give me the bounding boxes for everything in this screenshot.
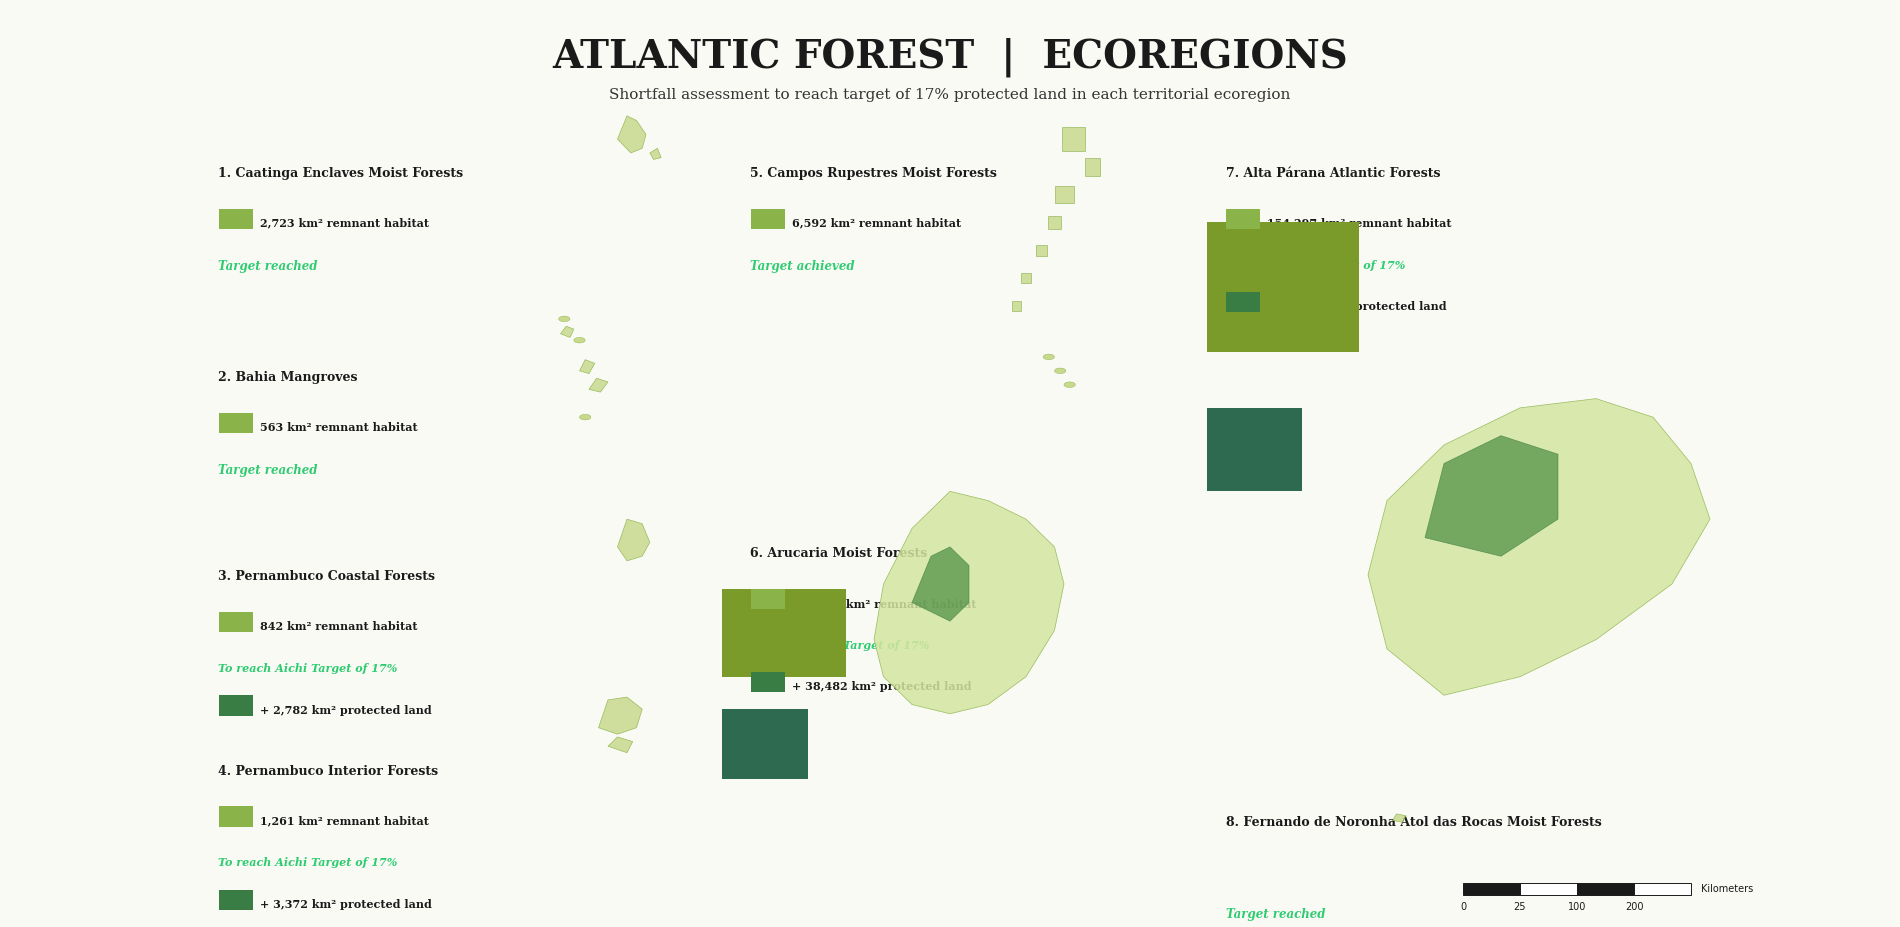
Polygon shape <box>650 148 661 159</box>
Text: To reach Aichi Target of 17%: To reach Aichi Target of 17% <box>218 663 397 674</box>
Polygon shape <box>1393 814 1406 822</box>
FancyBboxPatch shape <box>218 695 253 716</box>
Text: 7. Alta Párana Atlantic Forests: 7. Alta Párana Atlantic Forests <box>1226 167 1440 180</box>
Text: To reach Aichi Target of 17%: To reach Aichi Target of 17% <box>750 640 929 651</box>
FancyBboxPatch shape <box>750 589 785 609</box>
Circle shape <box>559 316 570 322</box>
Polygon shape <box>874 491 1064 714</box>
Polygon shape <box>1036 245 1047 256</box>
FancyBboxPatch shape <box>218 612 253 632</box>
Polygon shape <box>1022 273 1030 283</box>
FancyBboxPatch shape <box>1206 222 1358 352</box>
FancyBboxPatch shape <box>1226 292 1260 312</box>
Text: + 3,372 km² protected land: + 3,372 km² protected land <box>260 899 431 910</box>
Text: 128,274 km² remnant habitat: 128,274 km² remnant habitat <box>792 598 977 609</box>
FancyBboxPatch shape <box>218 890 253 910</box>
FancyBboxPatch shape <box>1463 883 1520 895</box>
Text: 25: 25 <box>1514 902 1526 912</box>
Text: 4. Pernambuco Interior Forests: 4. Pernambuco Interior Forests <box>218 765 439 778</box>
Text: 6,592 km² remnant habitat: 6,592 km² remnant habitat <box>792 218 961 229</box>
Polygon shape <box>580 360 595 374</box>
Polygon shape <box>1054 186 1073 203</box>
Polygon shape <box>912 547 969 621</box>
FancyBboxPatch shape <box>1520 883 1577 895</box>
FancyBboxPatch shape <box>722 589 846 677</box>
Text: + 38,482 km² protected land: + 38,482 km² protected land <box>792 681 973 692</box>
Polygon shape <box>1013 301 1022 311</box>
Polygon shape <box>608 737 633 753</box>
Polygon shape <box>1062 128 1085 150</box>
Text: Target reached: Target reached <box>218 464 317 476</box>
Polygon shape <box>589 378 608 392</box>
Text: 842 km² remnant habitat: 842 km² remnant habitat <box>260 621 418 632</box>
Circle shape <box>580 414 591 420</box>
Text: 200: 200 <box>1624 902 1644 912</box>
Text: ATLANTIC FOREST  |  ECOREGIONS: ATLANTIC FOREST | ECOREGIONS <box>553 37 1347 77</box>
FancyBboxPatch shape <box>1206 408 1302 491</box>
Text: Target reached: Target reached <box>218 260 317 273</box>
Polygon shape <box>618 116 646 153</box>
Text: Target achieved: Target achieved <box>750 260 855 273</box>
Text: 8. Fernando de Noronha Atol das Rocas Moist Forests: 8. Fernando de Noronha Atol das Rocas Mo… <box>1226 816 1602 829</box>
Text: To reach Aichi Target of 17%: To reach Aichi Target of 17% <box>1226 260 1404 271</box>
FancyBboxPatch shape <box>218 806 253 827</box>
FancyBboxPatch shape <box>1226 209 1260 229</box>
Text: 100: 100 <box>1568 902 1586 912</box>
FancyBboxPatch shape <box>218 209 253 229</box>
FancyBboxPatch shape <box>722 709 808 779</box>
Text: + 2,782 km² protected land: + 2,782 km² protected land <box>260 705 431 716</box>
Circle shape <box>1054 368 1066 374</box>
Text: 6. Arucaria Moist Forests: 6. Arucaria Moist Forests <box>750 547 927 560</box>
Text: + 61,433 km² protected land: + 61,433 km² protected land <box>1267 301 1448 312</box>
Text: 2,723 km² remnant habitat: 2,723 km² remnant habitat <box>260 218 429 229</box>
Text: Shortfall assessment to reach target of 17% protected land in each territorial e: Shortfall assessment to reach target of … <box>610 88 1290 102</box>
FancyBboxPatch shape <box>750 672 785 692</box>
Text: 2. Bahia Mangroves: 2. Bahia Mangroves <box>218 371 357 384</box>
Text: Target reached: Target reached <box>1226 908 1324 921</box>
Circle shape <box>1043 354 1055 360</box>
Circle shape <box>1064 382 1075 387</box>
Text: Kilometers: Kilometers <box>1700 884 1752 894</box>
Polygon shape <box>1368 399 1710 695</box>
Polygon shape <box>1425 436 1558 556</box>
Circle shape <box>574 337 585 343</box>
FancyBboxPatch shape <box>218 413 253 433</box>
Polygon shape <box>618 519 650 561</box>
FancyBboxPatch shape <box>1634 883 1691 895</box>
Text: 5. Campos Rupestres Moist Forests: 5. Campos Rupestres Moist Forests <box>750 167 998 180</box>
Polygon shape <box>560 326 574 337</box>
Text: 0: 0 <box>1459 902 1467 912</box>
FancyBboxPatch shape <box>750 209 785 229</box>
Text: 3. Pernambuco Coastal Forests: 3. Pernambuco Coastal Forests <box>218 570 435 583</box>
Polygon shape <box>1049 216 1060 229</box>
Text: 154,297 km² remnant habitat: 154,297 km² remnant habitat <box>1267 218 1452 229</box>
Polygon shape <box>598 697 642 734</box>
Text: To reach Aichi Target of 17%: To reach Aichi Target of 17% <box>218 857 397 869</box>
Polygon shape <box>1085 158 1100 176</box>
FancyBboxPatch shape <box>1577 883 1634 895</box>
Text: 1. Caatinga Enclaves Moist Forests: 1. Caatinga Enclaves Moist Forests <box>218 167 464 180</box>
Text: 1,261 km² remnant habitat: 1,261 km² remnant habitat <box>260 816 429 827</box>
Text: 563 km² remnant habitat: 563 km² remnant habitat <box>260 422 418 433</box>
